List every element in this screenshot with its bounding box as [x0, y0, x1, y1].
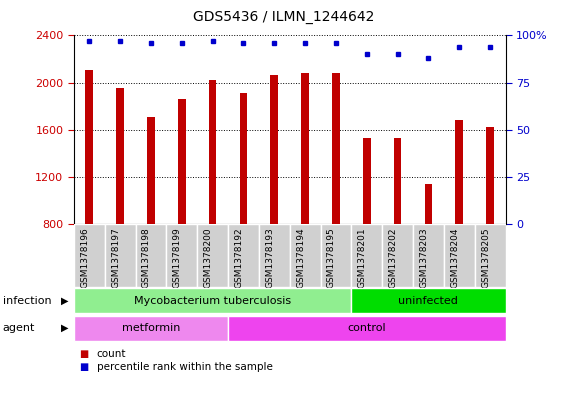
Text: ■: ■	[80, 362, 89, 373]
Text: GSM1378192: GSM1378192	[235, 227, 244, 288]
Bar	[74, 316, 228, 340]
Bar	[259, 224, 290, 287]
Bar	[424, 184, 432, 224]
Bar	[74, 224, 105, 287]
Bar	[147, 117, 154, 224]
Text: Mycobacterium tuberculosis: Mycobacterium tuberculosis	[134, 296, 291, 306]
Bar	[394, 138, 402, 224]
Text: GSM1378204: GSM1378204	[450, 227, 460, 288]
Text: percentile rank within the sample: percentile rank within the sample	[97, 362, 273, 373]
Bar	[352, 224, 382, 287]
Text: metformin: metformin	[122, 323, 180, 333]
Bar	[270, 75, 278, 224]
Text: GSM1378200: GSM1378200	[203, 227, 212, 288]
Bar	[475, 224, 506, 287]
Text: agent: agent	[3, 323, 35, 333]
Bar	[352, 288, 506, 313]
Text: GSM1378196: GSM1378196	[80, 227, 89, 288]
Bar	[413, 224, 444, 287]
Text: ▶: ▶	[61, 323, 68, 333]
Text: GSM1378198: GSM1378198	[142, 227, 151, 288]
Bar	[85, 70, 93, 224]
Text: GSM1378205: GSM1378205	[481, 227, 490, 288]
Bar	[301, 73, 309, 224]
Text: GSM1378197: GSM1378197	[111, 227, 120, 288]
Bar	[332, 73, 340, 224]
Bar	[116, 88, 124, 224]
Bar	[166, 224, 197, 287]
Bar	[382, 224, 413, 287]
Text: GSM1378194: GSM1378194	[296, 227, 305, 288]
Bar	[228, 316, 506, 340]
Bar	[209, 80, 216, 224]
Text: uninfected: uninfected	[399, 296, 458, 306]
Text: ■: ■	[80, 349, 89, 359]
Bar	[320, 224, 352, 287]
Bar	[178, 99, 186, 224]
Bar	[444, 224, 475, 287]
Bar	[240, 93, 247, 224]
Bar	[136, 224, 166, 287]
Bar	[363, 138, 370, 224]
Text: GDS5436 / ILMN_1244642: GDS5436 / ILMN_1244642	[193, 10, 375, 24]
Bar	[105, 224, 136, 287]
Bar	[290, 224, 320, 287]
Text: control: control	[348, 323, 386, 333]
Text: GSM1378201: GSM1378201	[358, 227, 367, 288]
Text: ▶: ▶	[61, 296, 68, 306]
Text: GSM1378203: GSM1378203	[419, 227, 428, 288]
Text: GSM1378202: GSM1378202	[389, 227, 398, 288]
Text: GSM1378193: GSM1378193	[265, 227, 274, 288]
Text: count: count	[97, 349, 126, 359]
Text: GSM1378195: GSM1378195	[327, 227, 336, 288]
Bar	[228, 224, 259, 287]
Bar	[197, 224, 228, 287]
Bar	[74, 288, 352, 313]
Bar	[486, 127, 494, 224]
Text: GSM1378199: GSM1378199	[173, 227, 182, 288]
Bar	[456, 120, 463, 224]
Text: infection: infection	[3, 296, 52, 306]
